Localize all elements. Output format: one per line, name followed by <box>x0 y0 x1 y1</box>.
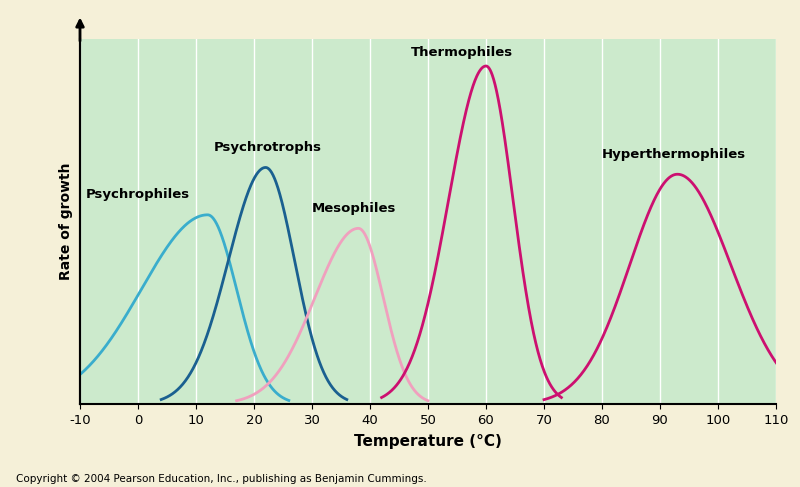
Text: Hyperthermophiles: Hyperthermophiles <box>602 148 746 161</box>
Text: Thermophiles: Thermophiles <box>410 46 513 59</box>
Text: Mesophiles: Mesophiles <box>312 202 396 215</box>
Text: Psychrotrophs: Psychrotrophs <box>214 141 322 154</box>
Text: Copyright © 2004 Pearson Education, Inc., publishing as Benjamin Cummings.: Copyright © 2004 Pearson Education, Inc.… <box>16 474 426 484</box>
Y-axis label: Rate of growth: Rate of growth <box>59 163 73 281</box>
Text: Psychrophiles: Psychrophiles <box>86 188 190 201</box>
X-axis label: Temperature (°C): Temperature (°C) <box>354 434 502 449</box>
